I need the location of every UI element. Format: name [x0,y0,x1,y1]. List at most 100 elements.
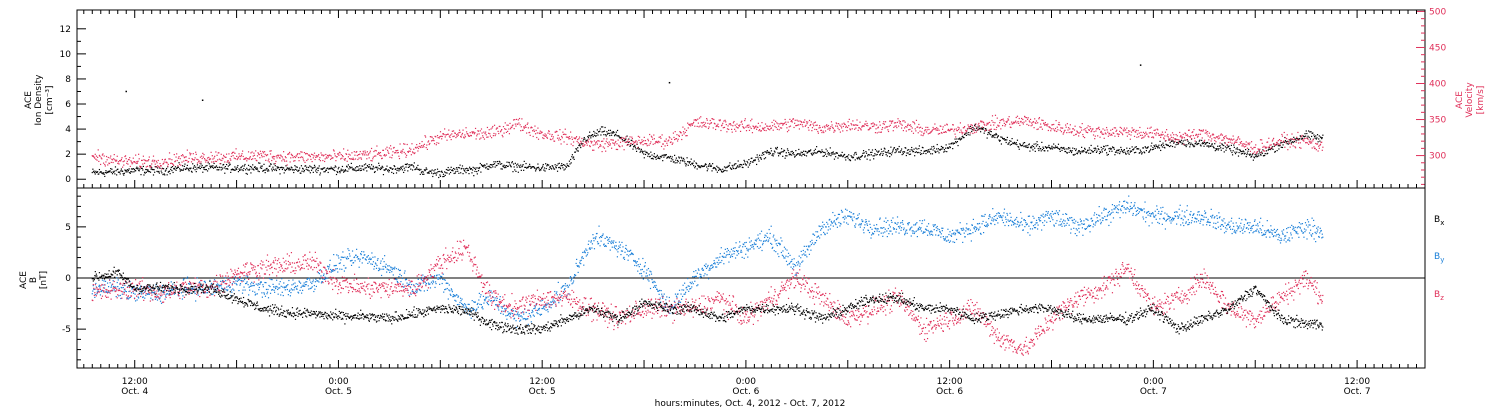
data-point [447,133,449,135]
data-point [389,145,392,147]
data-point [113,158,115,160]
data-point [562,131,564,133]
data-point [1205,143,1207,145]
data-point [1072,128,1074,130]
data-point [249,168,251,170]
data-point [1079,131,1082,133]
data-point [721,171,723,173]
data-point [97,149,99,151]
data-point [253,152,255,154]
data-point [377,167,379,169]
data-point [209,279,211,281]
data-point [207,161,209,163]
data-point [431,136,433,138]
data-point [1204,132,1206,134]
data-point [1239,149,1241,152]
data-point [186,149,188,151]
data-point [816,146,818,148]
data-point [367,154,369,156]
data-point [125,90,127,93]
data-point [851,156,853,158]
data-point [420,145,423,147]
data-point [296,155,298,157]
data-point [1205,129,1207,131]
data-point [259,162,261,164]
data-point [385,168,388,170]
data-point [713,118,715,121]
data-point [742,166,744,169]
data-point [1145,149,1148,152]
data-point [898,125,900,127]
data-point [1040,123,1042,125]
data-point [324,167,326,169]
data-point [1122,151,1124,154]
data-point [1071,150,1073,152]
data-point [969,132,972,134]
data-point [798,153,800,155]
data-point [566,143,568,145]
density-tick-label: 2 [65,150,71,160]
data-point [285,157,287,159]
data-point [359,169,361,172]
data-point [309,165,311,167]
data-point [1063,130,1066,132]
data-point [328,155,330,157]
data-point [990,134,992,136]
data-point [838,123,840,125]
data-point [673,136,675,139]
data-point [152,174,155,176]
data-point [1051,124,1054,126]
data-point [119,283,121,285]
data-point [116,159,118,161]
data-point [711,170,713,172]
data-point [575,137,577,139]
data-point [474,170,476,172]
data-point [1232,135,1234,137]
data-point [1161,146,1164,148]
data-point [1024,116,1026,118]
data-point [340,168,342,170]
velocity-tick-label: 400 [1429,80,1446,90]
data-point [428,143,430,146]
data-point [221,168,224,170]
data-point [177,165,179,167]
data-point [529,165,531,168]
data-point [192,153,194,155]
data-point [557,163,559,165]
data-point [193,286,195,288]
data-point [162,162,165,165]
data-point [813,153,815,155]
data-point [159,167,161,169]
data-point [1010,143,1013,145]
data-point [897,148,899,150]
data-point [638,148,641,150]
data-point [1157,132,1159,135]
data-point [584,144,586,146]
data-point [570,158,572,161]
data-point [116,277,118,279]
data-point [577,142,579,144]
data-point [1197,135,1199,137]
data-point [1129,151,1131,153]
data-point [367,166,369,168]
data-point [717,166,719,169]
data-point [219,284,221,287]
data-point [416,146,418,148]
data-point [1138,136,1140,138]
data-point [1265,146,1267,148]
data-point [338,170,341,173]
data-point [524,124,527,127]
data-point [827,128,829,130]
data-point [680,132,682,134]
data-point [832,152,834,154]
data-point [243,165,245,167]
data-point [403,167,405,169]
data-point [1294,147,1297,149]
data-point [115,170,117,172]
data-point [832,126,834,128]
data-point [619,146,621,148]
data-point [968,131,970,134]
data-point [348,168,350,170]
data-point [523,127,525,129]
data-point [805,155,808,157]
